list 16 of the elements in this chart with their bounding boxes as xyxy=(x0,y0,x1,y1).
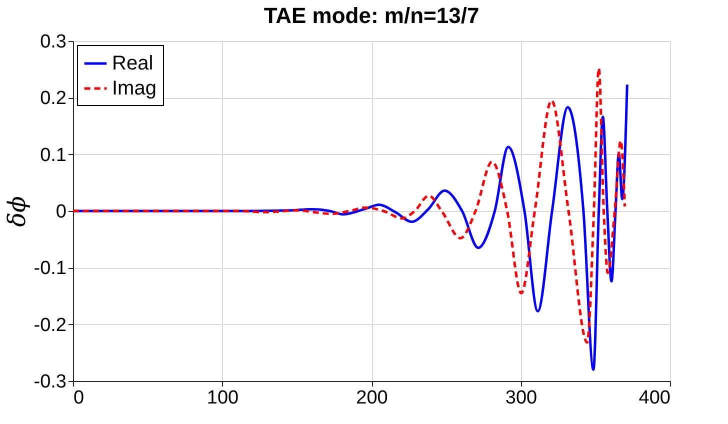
x-tick-label: 100 xyxy=(206,388,239,408)
x-tick-label: 200 xyxy=(356,388,388,408)
x-tick-label: 0 xyxy=(74,388,84,408)
y-tick-label: 0.1 xyxy=(40,144,66,166)
y-tick-label: 0 xyxy=(56,202,66,222)
y-tick-label: 0.3 xyxy=(40,32,66,52)
y-axis-title: δϕ xyxy=(2,196,31,227)
y-tick-label: -0.3 xyxy=(34,372,66,392)
x-tick-label: 300 xyxy=(505,388,538,408)
chart-title: TAE mode: m/n=13/7 xyxy=(264,3,480,28)
legend-label: Imag xyxy=(112,78,156,100)
x-tick-label: 400 xyxy=(638,388,670,408)
legend-label: Real xyxy=(112,52,154,74)
y-tick-label: -0.1 xyxy=(34,258,66,280)
y-tick-label: -0.2 xyxy=(34,314,66,336)
y-tick-label: 0.2 xyxy=(40,88,66,110)
